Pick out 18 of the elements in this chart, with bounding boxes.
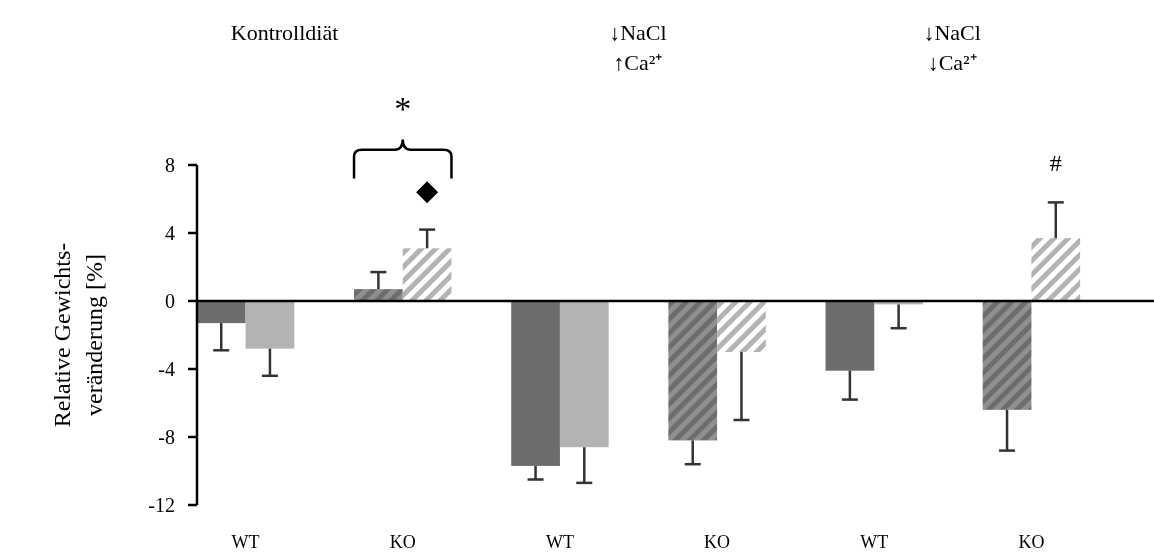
x-tick-label: WT [545, 532, 574, 552]
x-tick-label: KO [389, 532, 416, 552]
y-tick-label: -12 [148, 494, 175, 516]
y-tick-label: 0 [165, 290, 175, 312]
x-tick-label: KO [1018, 532, 1045, 552]
text: * [394, 90, 412, 127]
annotation: # [1049, 150, 1062, 176]
x-tick-label: WT [860, 532, 889, 552]
text: Kontrolldiät [230, 20, 339, 45]
y-axis-title: Relative Gewichts- veränderung [%] [49, 242, 107, 428]
y-tick-label: -8 [158, 426, 175, 448]
x-tick-label: KO [704, 532, 731, 552]
y-tick-label: -4 [158, 358, 175, 380]
y-tick-label: 4 [165, 222, 175, 244]
text: ↓NaCl ↓Ca²⁺ [923, 20, 981, 75]
y-tick-label: 8 [165, 154, 175, 176]
text: ↓NaCl ↑Ca²⁺ [609, 20, 667, 75]
x-tick-label: WT [231, 532, 260, 552]
